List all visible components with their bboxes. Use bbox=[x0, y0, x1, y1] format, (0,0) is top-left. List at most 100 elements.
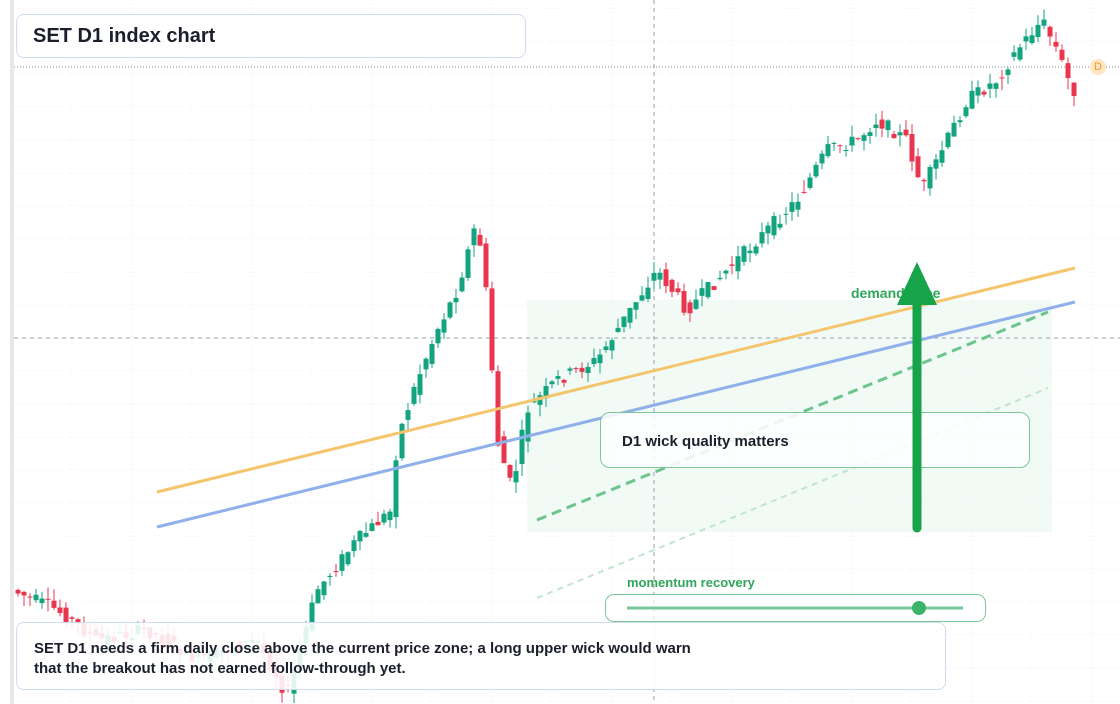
candle-body bbox=[21, 591, 27, 596]
candle-body bbox=[651, 272, 657, 281]
candle-body bbox=[687, 302, 693, 314]
candle-body bbox=[339, 554, 345, 571]
candle-body bbox=[597, 354, 603, 364]
candle-body bbox=[1065, 63, 1071, 79]
candle-body bbox=[381, 513, 387, 523]
candle-body bbox=[423, 358, 429, 370]
candle-body bbox=[669, 279, 675, 292]
candle-body bbox=[663, 269, 669, 287]
candle-body bbox=[891, 134, 897, 139]
candle-body bbox=[843, 150, 849, 152]
candle-body bbox=[69, 617, 75, 619]
candle-body bbox=[945, 132, 951, 148]
candle-body bbox=[657, 272, 663, 280]
indicator-box bbox=[605, 594, 986, 622]
candle-body bbox=[45, 598, 51, 600]
candle-body bbox=[621, 316, 627, 328]
candle-body bbox=[693, 299, 699, 309]
candle-body bbox=[309, 602, 315, 631]
candle-body bbox=[567, 368, 573, 371]
candle-body bbox=[447, 302, 453, 318]
price-badge: D bbox=[1090, 59, 1106, 75]
candle-body bbox=[501, 436, 507, 464]
slider-knob bbox=[912, 601, 926, 615]
candle-body bbox=[921, 179, 927, 182]
candle-body bbox=[897, 132, 903, 136]
candle-body bbox=[861, 135, 867, 141]
candle-body bbox=[759, 232, 765, 244]
candle-body bbox=[813, 164, 819, 177]
candle-body bbox=[75, 619, 81, 624]
candle-body bbox=[927, 167, 933, 189]
candle-body bbox=[375, 521, 381, 526]
candle-body bbox=[735, 256, 741, 272]
candle-body bbox=[615, 327, 621, 332]
candle-body bbox=[723, 270, 729, 274]
candle-body bbox=[591, 358, 597, 365]
title-box: SET D1 index chart bbox=[16, 14, 526, 58]
candle-body bbox=[327, 575, 333, 577]
candle-body bbox=[561, 379, 567, 383]
candle-body bbox=[507, 465, 513, 478]
trend-line-upper bbox=[156, 266, 1076, 494]
candle-body bbox=[675, 288, 681, 293]
candle-body bbox=[681, 291, 687, 313]
candle-body bbox=[795, 201, 801, 210]
candle-body bbox=[939, 150, 945, 163]
candle-body bbox=[993, 83, 999, 89]
candle-body bbox=[1005, 69, 1011, 75]
candle-body bbox=[771, 216, 777, 236]
candle-body bbox=[411, 386, 417, 404]
candle-body bbox=[867, 132, 873, 136]
candle-body bbox=[903, 129, 909, 136]
candle-body bbox=[345, 552, 351, 565]
candle-body bbox=[483, 243, 489, 288]
candle-body bbox=[51, 600, 57, 608]
candle-body bbox=[435, 328, 441, 344]
candle-body bbox=[831, 142, 837, 144]
candle-body bbox=[837, 145, 843, 147]
candle-body bbox=[987, 83, 993, 89]
note-box: SET D1 needs a firm daily close above th… bbox=[16, 622, 946, 690]
candle-body bbox=[429, 344, 435, 364]
candle-body bbox=[933, 159, 939, 169]
candle-body bbox=[15, 589, 21, 594]
candle-body bbox=[1017, 47, 1023, 60]
candle-body bbox=[873, 124, 879, 129]
candle-body bbox=[963, 107, 969, 117]
candle-body bbox=[417, 374, 423, 395]
candle-body bbox=[699, 288, 705, 296]
candle-body bbox=[717, 277, 723, 280]
candle-body bbox=[789, 202, 795, 212]
candle-body bbox=[711, 286, 717, 290]
indicator-label: momentum recovery bbox=[627, 575, 755, 590]
candle-body bbox=[1029, 35, 1035, 44]
candle-body bbox=[645, 287, 651, 300]
note-text: SET D1 needs a firm daily close above th… bbox=[34, 640, 691, 677]
candle-body bbox=[351, 540, 357, 552]
candle-body bbox=[63, 607, 69, 624]
candle-body bbox=[1011, 52, 1017, 57]
candle-body bbox=[729, 264, 735, 266]
candle-body bbox=[387, 511, 393, 521]
candle-body bbox=[315, 589, 321, 604]
candle-body bbox=[543, 386, 549, 399]
zone-label: demand zone bbox=[851, 285, 941, 301]
indicator-slider bbox=[627, 601, 963, 615]
candle-body bbox=[57, 607, 63, 613]
candle-body bbox=[27, 596, 33, 598]
candle-body bbox=[477, 234, 483, 246]
candle-body bbox=[573, 368, 579, 370]
candle-body bbox=[915, 156, 921, 178]
candle-body bbox=[513, 471, 519, 483]
candle-body bbox=[999, 77, 1005, 79]
candle-body bbox=[747, 250, 753, 254]
candle-body bbox=[957, 120, 963, 123]
candle-body bbox=[975, 87, 981, 96]
candle-body bbox=[453, 297, 459, 303]
candle-body bbox=[783, 213, 789, 215]
candle-body bbox=[519, 429, 525, 465]
callout: D1 wick quality matters bbox=[600, 412, 1030, 468]
candle-body bbox=[603, 346, 609, 350]
